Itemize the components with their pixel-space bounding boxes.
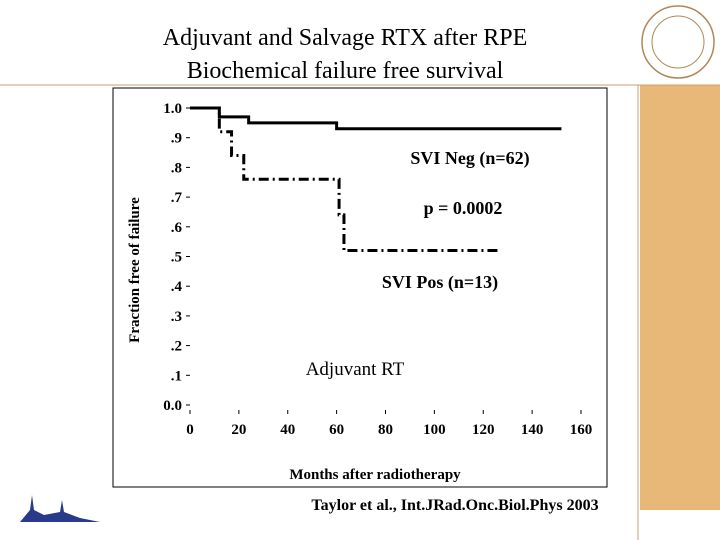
x-tick-label: 80 (378, 422, 393, 438)
x-tick-label: 120 (472, 422, 495, 438)
x-axis-label: Months after radiotherapy (289, 467, 461, 483)
x-tick-label: 140 (521, 422, 544, 438)
y-tick-label: 0.0 (163, 398, 182, 414)
x-tick-label: 40 (280, 422, 295, 438)
side-band (640, 85, 720, 510)
y-tick-label: .2 (171, 339, 182, 355)
title: Biochemical failure free survival (187, 58, 504, 84)
y-tick-label: 1.0 (163, 101, 182, 117)
y-tick-label: .9 (171, 131, 182, 147)
x-tick-label: 0 (186, 422, 194, 438)
logo-seal (641, 5, 715, 79)
y-tick-label: .3 (171, 309, 182, 325)
y-tick-label: .5 (171, 250, 182, 266)
x-tick-label: 60 (329, 422, 344, 438)
chart-frame (112, 87, 608, 488)
y-tick-label: .7 (171, 190, 183, 206)
y-tick-label: .8 (171, 160, 182, 176)
title: Adjuvant and Salvage RTX after RPE (163, 25, 527, 51)
x-tick-label: 100 (423, 422, 446, 438)
logo-skyline (20, 495, 100, 522)
x-tick-label: 160 (570, 422, 593, 438)
annotation: p = 0.0002 (424, 198, 503, 218)
annotation: Adjuvant RT (306, 359, 405, 380)
series-label: SVI Neg (n=62) (410, 148, 529, 169)
x-tick-label: 20 (231, 422, 246, 438)
survival-curve (190, 106, 498, 253)
citation: Taylor et al., Int.JRad.Onc.Biol.Phys 20… (311, 497, 598, 514)
y-tick-label: .1 (171, 368, 182, 384)
y-axis-label: Fraction free of failure (127, 197, 143, 343)
series-label: SVI Pos (n=13) (382, 272, 498, 293)
y-tick-label: .6 (171, 220, 183, 236)
logo-seal (651, 15, 705, 69)
y-tick-label: .4 (171, 279, 183, 295)
